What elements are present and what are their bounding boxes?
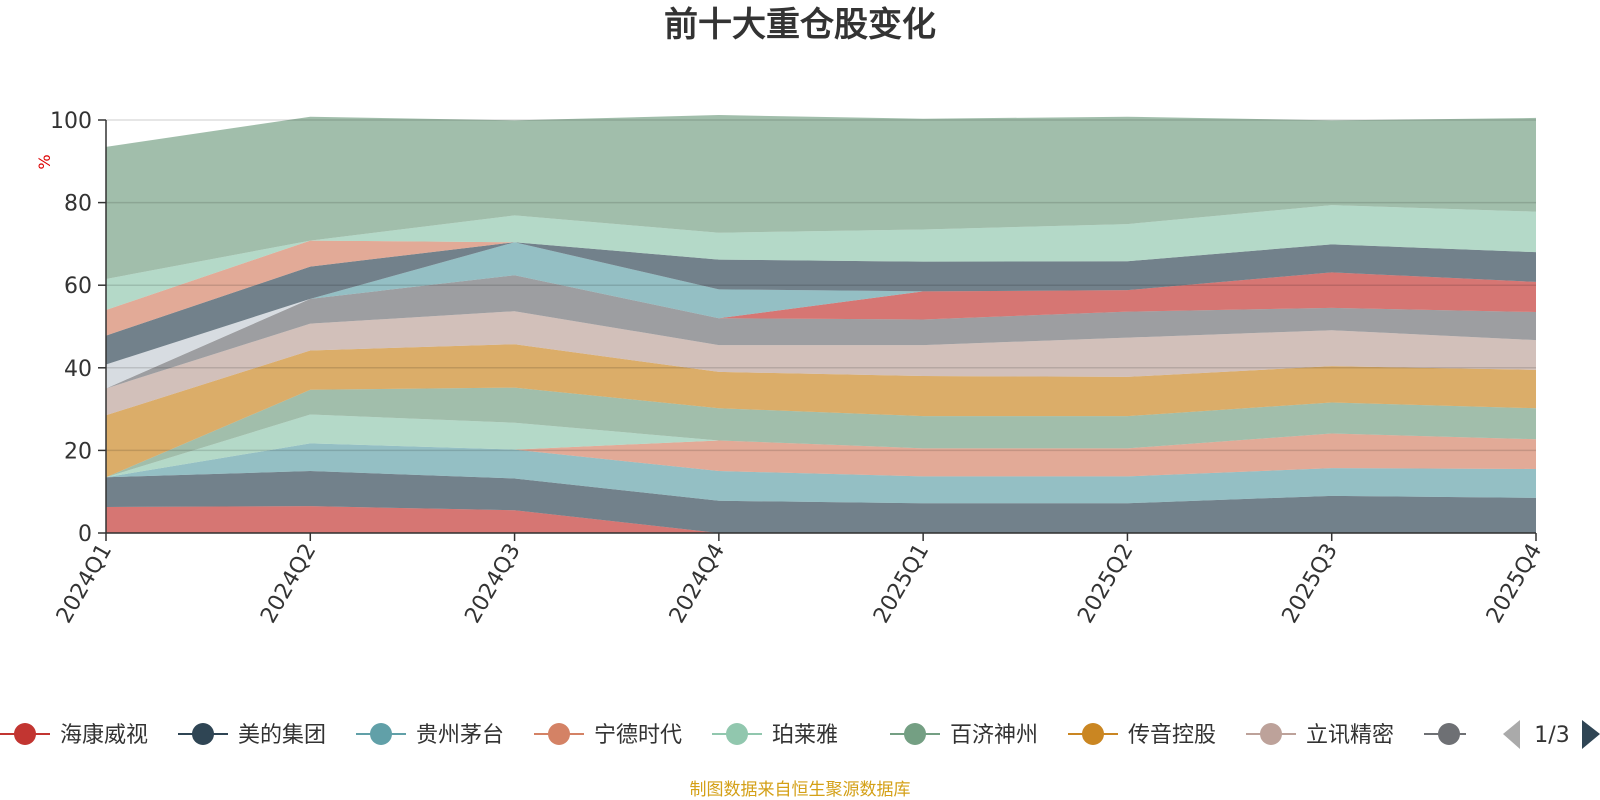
legend-prev-icon[interactable]	[1503, 720, 1520, 749]
area-series-12	[106, 242, 1536, 365]
area-layers	[106, 115, 1536, 533]
legend-item-series-3[interactable]: 宁德时代	[534, 723, 682, 748]
area-series-1	[106, 471, 1536, 533]
legend-label: 宁德时代	[594, 723, 682, 748]
legend-item-series-5[interactable]: 百济神州	[890, 723, 1038, 748]
legend-label: 立讯精密	[1306, 723, 1394, 748]
legend-marker	[726, 723, 748, 745]
legend-item-series-8[interactable]: 迈瑞医疗	[1424, 723, 1572, 748]
y-axis-unit: %	[35, 154, 54, 169]
area-series-2	[106, 443, 1536, 504]
legend-marker	[1260, 723, 1282, 745]
y-tick-label: 100	[50, 109, 92, 134]
legend-marker	[192, 723, 214, 745]
legend-items[interactable]: 海康威视 美的集团 贵州茅台 宁德时代 珀莱雅 百济神州 传音控股 立讯精密 迈瑞医疗	[0, 723, 1572, 748]
y-tick-label: 80	[64, 192, 92, 217]
area-series-8	[106, 275, 1536, 389]
area-series-5	[106, 387, 1536, 478]
y-tick-label: 20	[64, 439, 92, 464]
legend-marker	[14, 723, 36, 745]
area-series-0	[106, 506, 1536, 533]
x-tick-label: 2024Q3	[460, 540, 525, 628]
area-series-15	[106, 205, 1536, 310]
y-tick-label: 60	[64, 274, 92, 299]
legend-marker	[904, 723, 926, 745]
legend-item-series-4[interactable]: 珀莱雅	[712, 723, 838, 748]
y-tick-label: 40	[64, 357, 92, 382]
area-series-13	[106, 242, 1536, 365]
data-source-note: 制图数据来自恒生聚源数据库	[690, 780, 911, 800]
x-tick-label: 2025Q1	[869, 540, 934, 628]
y-tick-label: 0	[78, 522, 92, 547]
legend-item-series-0[interactable]: 海康威视	[0, 723, 148, 748]
legend-item-series-2[interactable]: 贵州茅台	[356, 723, 504, 748]
legend-label: 美的集团	[238, 723, 326, 748]
area-series-10	[106, 272, 1536, 389]
chart-title: 前十大重仓股变化	[664, 5, 936, 45]
legend-next-icon[interactable]	[1582, 720, 1600, 749]
legend-label: 百济神州	[950, 723, 1038, 748]
area-series-4	[106, 414, 1536, 478]
legend-marker	[1438, 723, 1460, 745]
x-tick-label: 2024Q4	[665, 540, 730, 628]
area-series-6	[106, 344, 1536, 478]
legend-marker	[370, 723, 392, 745]
legend-label: 珀莱雅	[772, 723, 838, 748]
x-tick-label: 2024Q1	[52, 540, 117, 628]
legend-label: 传音控股	[1128, 723, 1216, 748]
legend-page-indicator: 1/3	[1534, 723, 1569, 748]
legend-item-series-7[interactable]: 立讯精密	[1246, 723, 1394, 748]
legend-label: 贵州茅台	[416, 723, 504, 748]
legend-marker	[548, 723, 570, 745]
area-series-16	[106, 115, 1536, 280]
x-tick-label: 2025Q4	[1482, 540, 1547, 628]
area-series-7	[106, 311, 1536, 416]
legend-marker	[1082, 723, 1104, 745]
legend-label: 海康威视	[60, 723, 148, 748]
x-tick-label: 2024Q2	[256, 540, 321, 628]
legend-item-series-6[interactable]: 传音控股	[1068, 723, 1216, 748]
area-series-3	[106, 433, 1536, 478]
legend-item-series-1[interactable]: 美的集团	[178, 723, 326, 748]
x-tick-label: 2025Q3	[1278, 540, 1343, 628]
x-tick-label: 2025Q2	[1073, 540, 1138, 628]
